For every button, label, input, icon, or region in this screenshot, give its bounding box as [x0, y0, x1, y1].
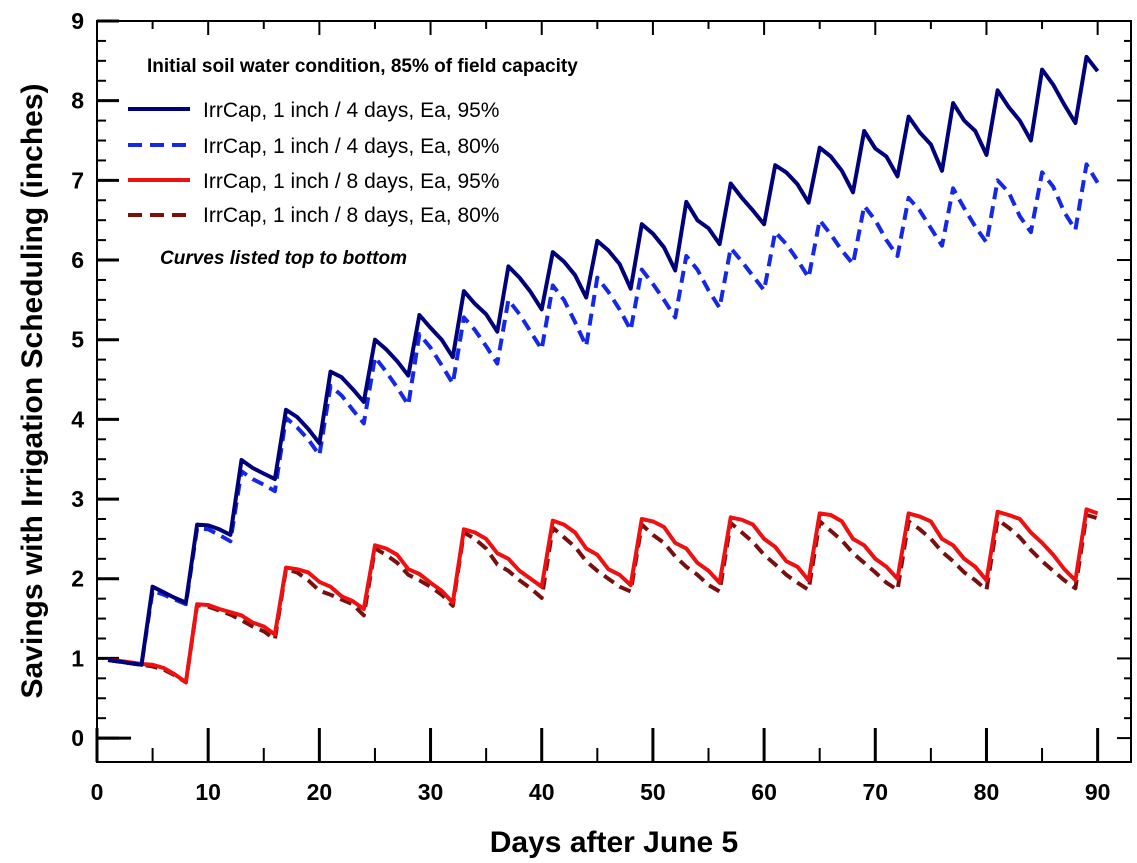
series-line-3	[107, 507, 1099, 685]
plot-frame	[96, 20, 1132, 763]
y-tick-label: 2	[71, 566, 84, 592]
legend-label-series-4: IrrCap, 1 inch / 8 days, Ea, 80%	[203, 204, 499, 227]
y-tick-label: 8	[71, 88, 84, 114]
x-axis-title: Days after June 5	[490, 826, 738, 859]
y-tick-label: 4	[71, 406, 84, 432]
chart-annotation: Curves listed top to bottom	[160, 248, 407, 269]
series-line-4	[107, 513, 1099, 685]
x-axis-tick-labels: 0 10 20 30 40 50 60 70 80 90	[91, 779, 1111, 805]
legend-label-series-1: IrrCap, 1 inch / 4 days, Ea, 95%	[203, 99, 499, 122]
series-layer	[107, 54, 1100, 685]
y-axis-title: Savings with Irrigation Scheduling (inch…	[16, 83, 49, 698]
y-tick-label: 0	[71, 725, 84, 751]
y-tick-label: 1	[71, 645, 84, 671]
x-tick-label: 0	[91, 779, 104, 805]
x-tick-label: 40	[529, 779, 555, 805]
x-tick-label: 90	[1085, 779, 1111, 805]
legend: Initial soil water condition, 85% of fie…	[128, 56, 578, 227]
y-tick-label: 9	[71, 8, 84, 34]
x-tick-label: 20	[307, 779, 333, 805]
legend-heading: Initial soil water condition, 85% of fie…	[147, 56, 578, 77]
x-tick-label: 50	[640, 779, 666, 805]
y-tick-label: 7	[71, 167, 84, 193]
legend-label-series-2: IrrCap, 1 inch / 4 days, Ea, 80%	[203, 135, 499, 158]
x-tick-label: 80	[974, 779, 1000, 805]
x-tick-label: 60	[751, 779, 777, 805]
series-line-1	[107, 54, 1100, 667]
x-tick-label: 70	[862, 779, 888, 805]
y-tick-label: 5	[71, 327, 84, 353]
x-tick-label: 30	[418, 779, 444, 805]
legend-label-series-3: IrrCap, 1 inch / 8 days, Ea, 95%	[203, 170, 499, 193]
x-tick-label: 10	[195, 779, 221, 805]
y-axis-ticks	[97, 19, 1131, 740]
x-axis-ticks	[95, 21, 1100, 762]
y-tick-label: 3	[71, 486, 84, 512]
y-tick-label: 6	[71, 247, 84, 273]
y-axis-tick-labels: 0 1 2 3 4 5 6 7 8 9	[71, 8, 84, 751]
series-line-2	[107, 162, 1100, 667]
